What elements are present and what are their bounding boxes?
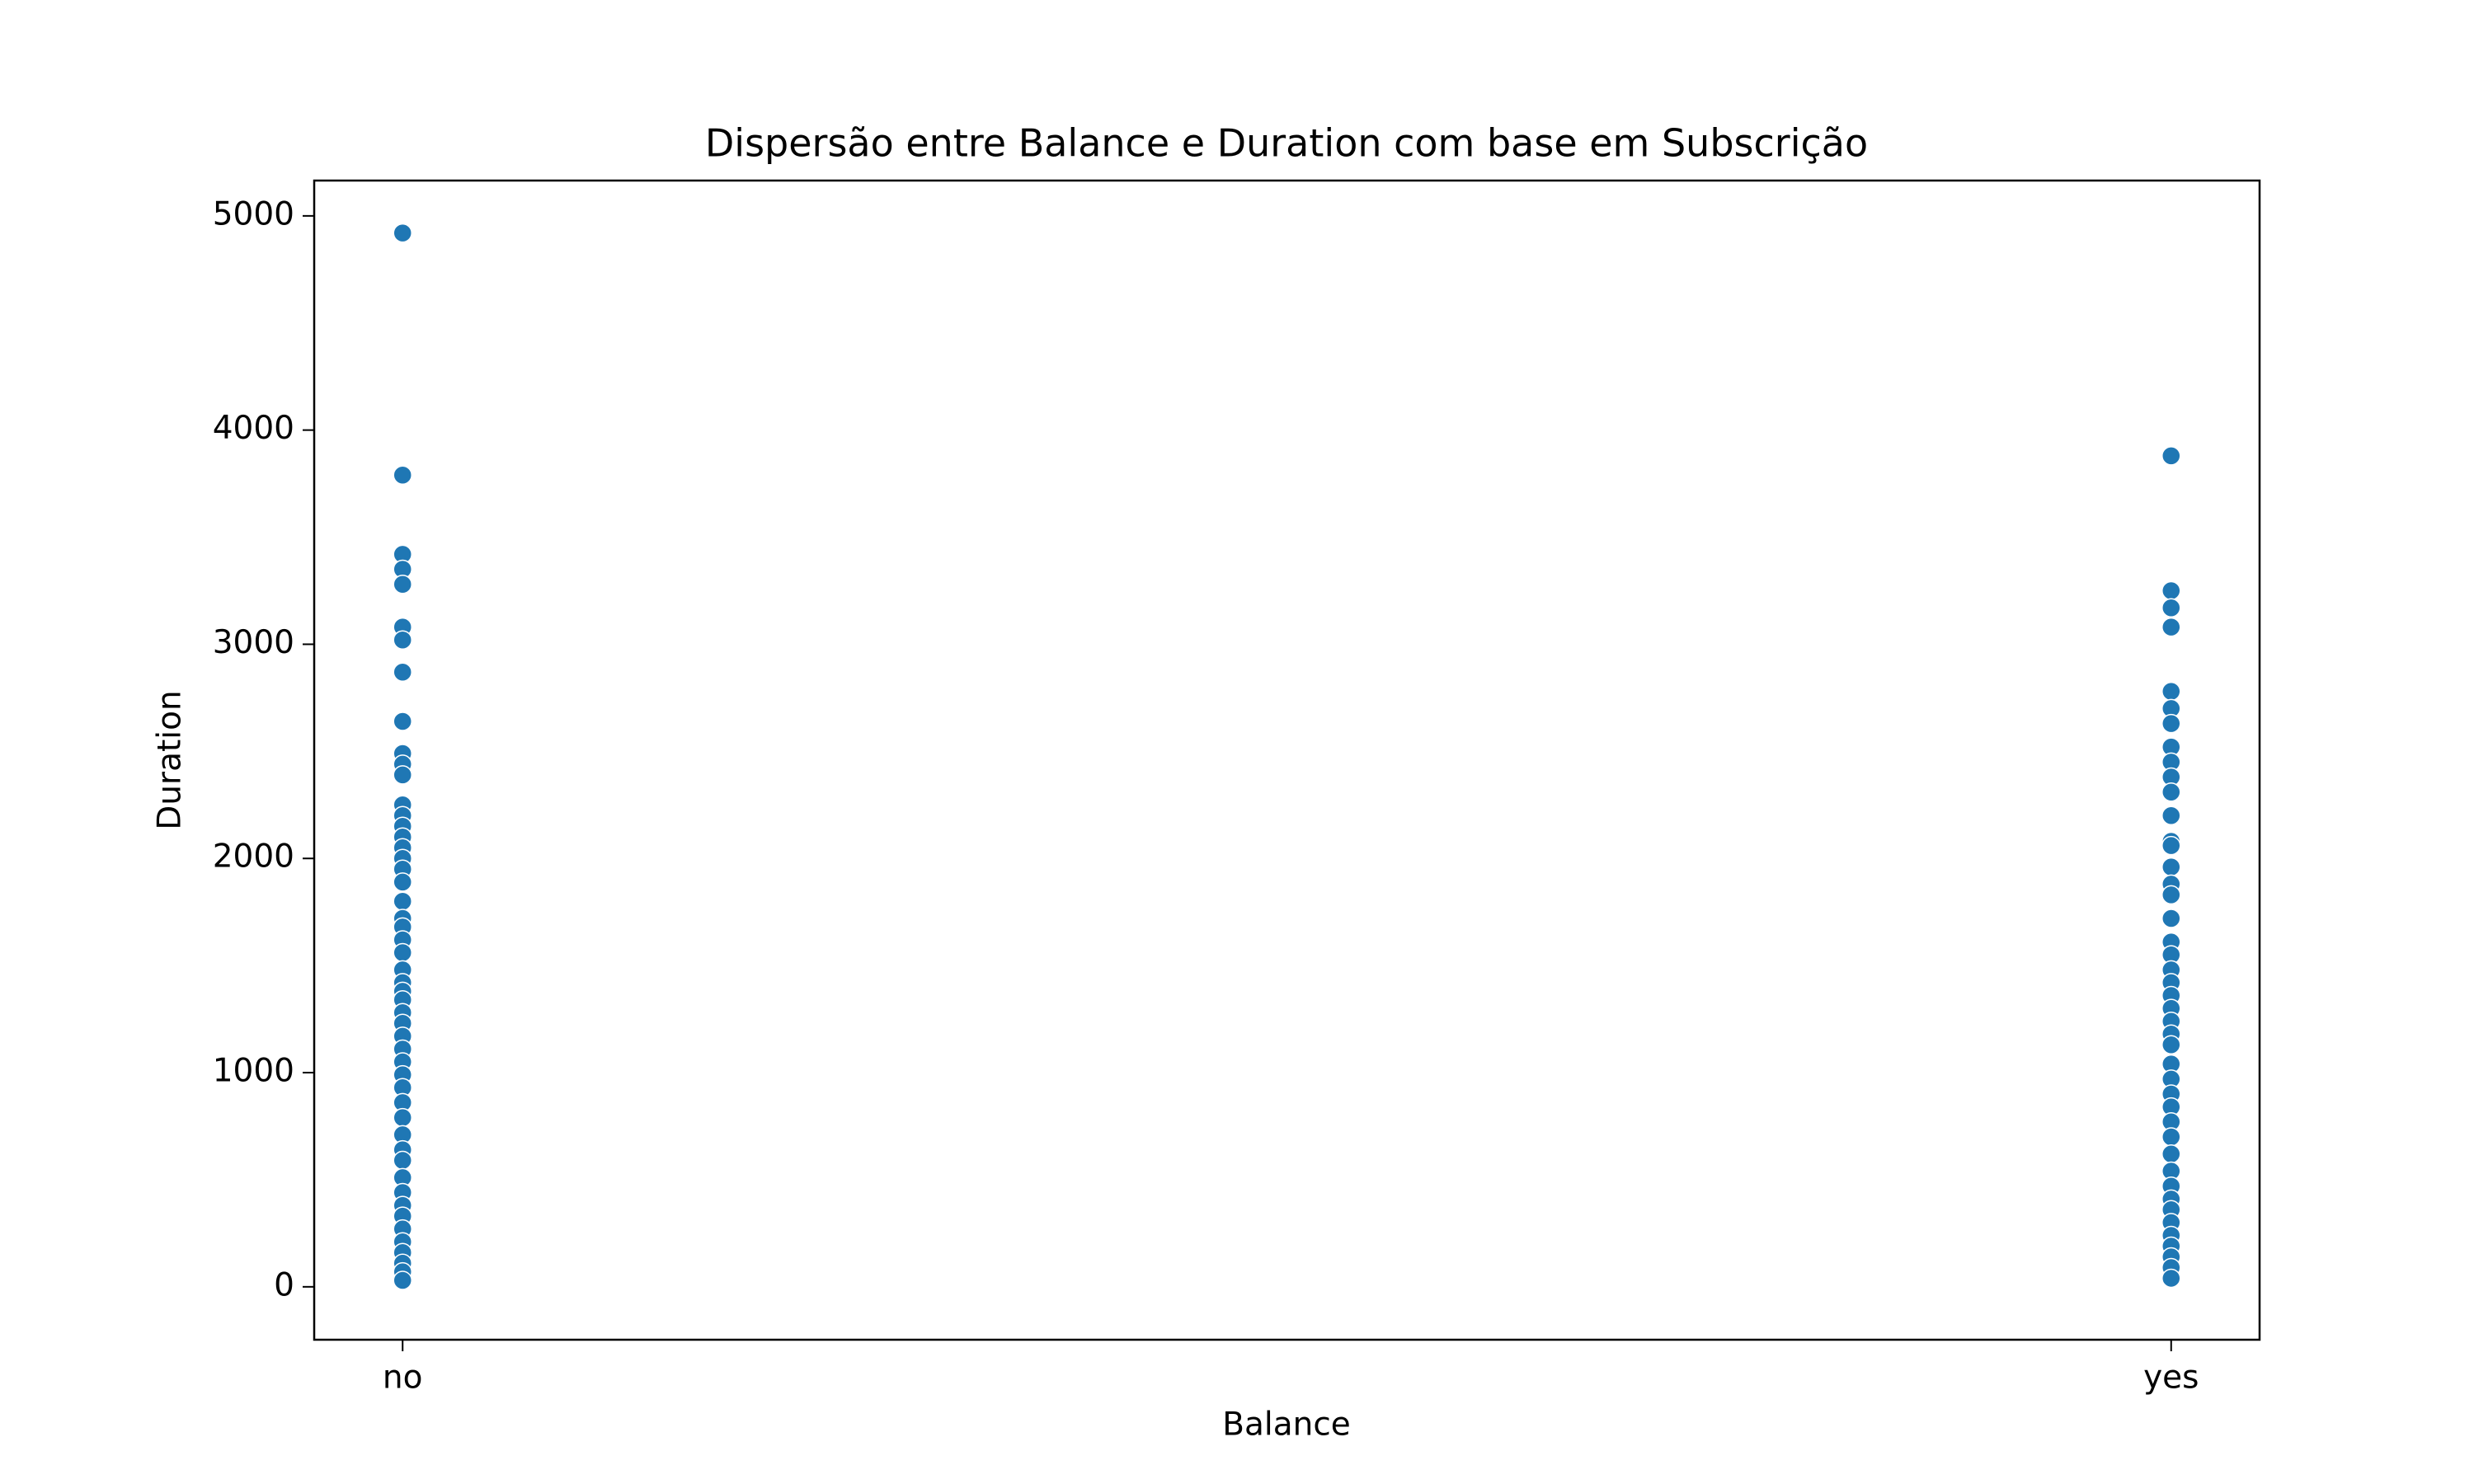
point — [393, 223, 412, 243]
y-tick-label: 0 — [274, 1266, 294, 1303]
point — [2161, 909, 2181, 928]
point — [393, 630, 412, 650]
point — [2161, 617, 2181, 637]
point — [393, 765, 412, 785]
point — [2161, 782, 2181, 802]
point — [2161, 713, 2181, 734]
x-axis-label: Balance — [1222, 1407, 1351, 1444]
chart-title: Dispersão entre Balance e Duration com b… — [705, 121, 1868, 166]
point — [2161, 885, 2181, 905]
point — [2161, 1127, 2181, 1147]
point — [393, 1270, 412, 1290]
point — [393, 1107, 412, 1128]
point — [2161, 835, 2181, 856]
point — [2161, 446, 2181, 466]
y-tick-label: 3000 — [213, 624, 294, 661]
point — [2161, 681, 2181, 702]
point — [2161, 598, 2181, 618]
point — [2161, 857, 2181, 877]
y-tick-label: 5000 — [213, 195, 294, 232]
point — [393, 465, 412, 485]
point — [393, 711, 412, 731]
y-tick-label: 1000 — [213, 1053, 294, 1090]
y-tick-label: 4000 — [213, 410, 294, 447]
point — [2161, 1268, 2181, 1289]
point — [393, 942, 412, 963]
point — [2161, 580, 2181, 601]
y-axis-label: Duration — [152, 690, 189, 829]
point — [2161, 1144, 2181, 1164]
plot-frame — [313, 179, 2261, 1341]
point — [2161, 1035, 2181, 1055]
x-tick-label: no — [383, 1360, 423, 1397]
point — [393, 1150, 412, 1171]
y-tick-label: 2000 — [213, 838, 294, 876]
point — [393, 574, 412, 594]
x-tick-label: yes — [2143, 1360, 2199, 1397]
point — [393, 662, 412, 682]
point — [393, 891, 412, 911]
point — [2161, 805, 2181, 826]
point — [393, 872, 412, 892]
